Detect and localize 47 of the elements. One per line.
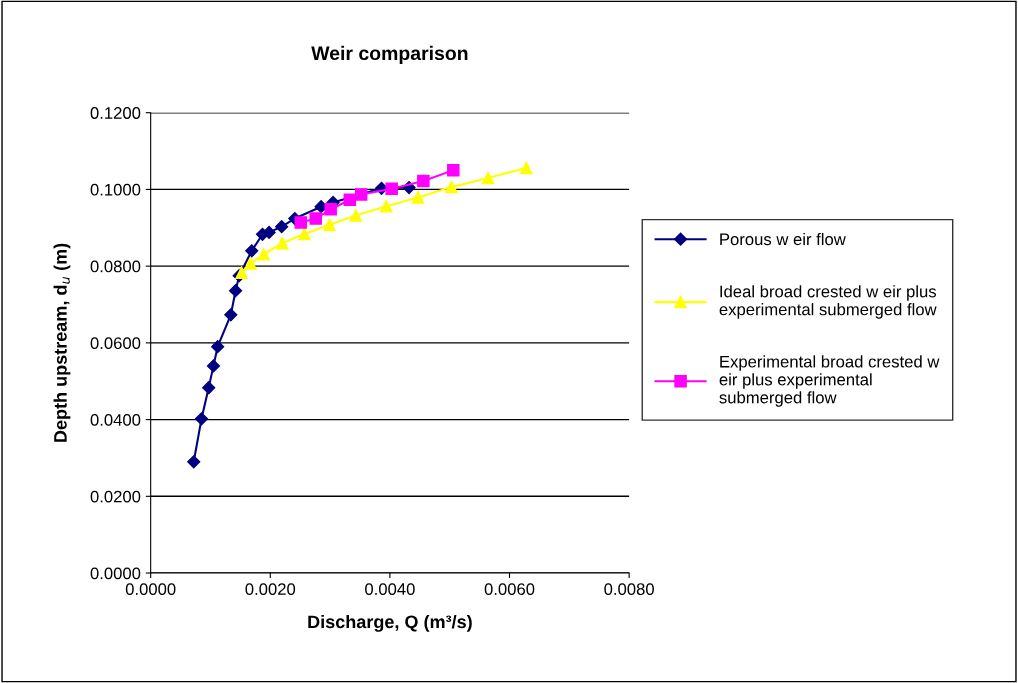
x-tick-label: 0.0020 (245, 583, 296, 595)
chart-title: Weir comparison (311, 45, 468, 64)
point (275, 220, 289, 234)
x-tick-label: 0.0060 (484, 583, 535, 595)
point (323, 218, 336, 231)
point (445, 180, 458, 194)
point (520, 161, 533, 175)
point (385, 182, 398, 195)
y-tick-label: 0.1200 (90, 107, 141, 119)
point (294, 216, 308, 229)
point (275, 236, 289, 250)
point (354, 188, 368, 201)
point (262, 225, 276, 239)
y-tick-label: 0.0800 (90, 260, 141, 273)
x-tick-label: 0.0080 (604, 583, 654, 595)
point (224, 308, 238, 322)
point (447, 163, 460, 177)
point (202, 381, 216, 395)
point (211, 340, 225, 354)
point (324, 203, 337, 216)
x-axis-title: Discharge, Q (m³/s) (308, 614, 472, 632)
y-tick-label: 0.0400 (90, 413, 141, 426)
x-tick-label: 0.0000 (125, 583, 176, 595)
legend-label: Experimental broad crested w eir plus experimental submerged flow (719, 355, 940, 407)
point (417, 174, 430, 188)
legend-label: Porous w eir flow (720, 232, 846, 246)
point (229, 284, 243, 298)
y-tick-label: 0.0000 (90, 567, 141, 580)
point (244, 257, 257, 270)
y-tick-label: 0.1000 (90, 183, 141, 196)
y-tick-label: 0.0200 (90, 490, 141, 503)
point (298, 227, 311, 241)
y-axis-title: Depth upstream, d$_{u}$ (m) (53, 243, 71, 442)
legend-label: Ideal broad crested w eir plus experimental submerged flow (719, 285, 937, 319)
point (481, 171, 495, 185)
point (257, 247, 270, 261)
point (309, 212, 322, 225)
point (411, 191, 425, 204)
point (206, 359, 221, 373)
point (380, 200, 393, 213)
point (194, 412, 209, 426)
y-tick-label: 0.0600 (90, 337, 141, 350)
point (245, 244, 259, 258)
x-tick-label: 0.0040 (365, 583, 415, 595)
point (349, 209, 363, 222)
point (187, 455, 201, 469)
point (235, 266, 248, 279)
